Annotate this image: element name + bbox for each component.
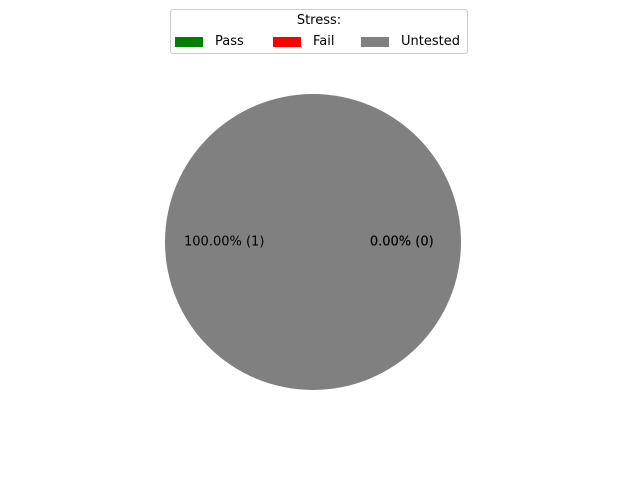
legend-title: Stress: bbox=[296, 13, 342, 28]
legend-swatch-untested bbox=[361, 37, 389, 47]
pie-labels: 0.00% (0)0.00% (0)100.00% (1) bbox=[184, 235, 434, 250]
legend: Stress: Pass Fail Untested bbox=[170, 9, 468, 54]
pie-slices bbox=[165, 94, 461, 390]
pie-slice-untested bbox=[165, 94, 461, 390]
pie-label-fail: 0.00% (0) bbox=[370, 235, 434, 250]
legend-swatch-fail bbox=[273, 37, 301, 47]
pie-label-pass: 0.00% (0) bbox=[370, 235, 434, 250]
pie-label-untested: 100.00% (1) bbox=[184, 235, 264, 250]
legend-label-pass: Pass bbox=[215, 34, 244, 49]
legend-label-untested: Untested bbox=[401, 34, 460, 49]
legend-swatch-pass bbox=[175, 37, 203, 47]
legend-label-fail: Fail bbox=[313, 34, 335, 49]
